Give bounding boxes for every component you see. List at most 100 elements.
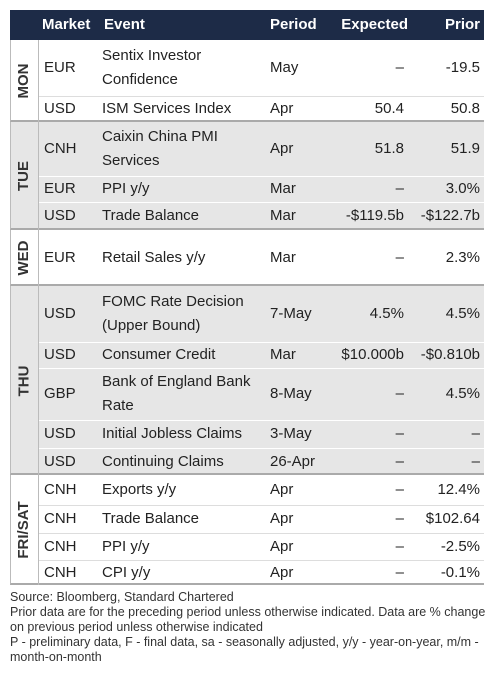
- table-cell: -$0.810b: [420, 346, 480, 363]
- table-cell: CNH: [44, 510, 77, 527]
- table-cell: Continuing Claims: [102, 452, 224, 470]
- day-divider: [38, 230, 39, 286]
- table-cell: CNH: [44, 481, 77, 498]
- table-cell: 4.5%: [369, 305, 404, 322]
- table-cell: 2.3%: [445, 249, 480, 266]
- row-divider: [39, 533, 484, 534]
- table-cell: –: [395, 180, 404, 197]
- column-header: Prior: [444, 16, 480, 33]
- table-cell: 4.5%: [445, 385, 480, 402]
- footnotes: Source: Bloomberg, Standard Chartered Pri…: [10, 590, 494, 665]
- table-cell: PPI y/y: [102, 180, 150, 197]
- row-divider: [39, 560, 484, 561]
- table-cell: Apr: [270, 510, 294, 527]
- table-cell: -0.1%: [440, 563, 480, 581]
- table-cell: EUR: [44, 180, 76, 197]
- day-group: [10, 475, 484, 585]
- table-cell: $102.64: [425, 510, 480, 527]
- table-cell: GBP: [44, 385, 76, 402]
- table-cell: 51.8: [374, 140, 404, 157]
- header-bar: [10, 10, 484, 40]
- day-divider: [38, 475, 39, 585]
- table-cell: $10.000b: [341, 346, 404, 363]
- table-cell: Exports y/y: [102, 481, 177, 498]
- table-cell: –: [395, 452, 404, 470]
- day-label: WED: [15, 240, 32, 276]
- row-divider: [39, 342, 484, 343]
- table-cell: Sentix Investor Confidence: [102, 47, 202, 88]
- table-cell: Caixin China PMI Services: [102, 128, 218, 169]
- column-header: Period: [270, 16, 317, 33]
- table-cell: USD: [44, 207, 76, 224]
- table-cell: ISM Services Index: [102, 100, 232, 117]
- table-cell: Apr: [270, 537, 294, 555]
- footnote: P - preliminary data, F - final data, sa…: [10, 635, 479, 664]
- row-divider: [39, 368, 484, 369]
- row-divider: [39, 420, 484, 421]
- day-divider: [38, 286, 39, 475]
- day-divider: [38, 40, 39, 122]
- table-cell: –: [395, 385, 404, 402]
- table-cell: USD: [44, 305, 76, 322]
- column-header: Event: [104, 16, 145, 33]
- table-cell: Trade Balance: [102, 207, 200, 224]
- table-cell: 26-Apr: [270, 452, 316, 470]
- table-cell: -19.5: [445, 59, 480, 76]
- table-cell: Trade Balance: [102, 510, 200, 527]
- table-cell: CNH: [44, 537, 77, 555]
- table-cell: Mar: [270, 207, 296, 224]
- table-cell: 50.8: [450, 100, 480, 117]
- table-cell: 8-May: [270, 385, 312, 402]
- table-cell: Apr: [270, 140, 294, 157]
- table-cell: –: [395, 425, 404, 442]
- table-cell: Apr: [270, 563, 294, 581]
- table-cell: USD: [44, 452, 76, 470]
- table-cell: May: [270, 59, 299, 76]
- row-divider: [39, 448, 484, 449]
- day-label: MON: [15, 63, 32, 99]
- table-cell: Bank of England Bank Rate: [102, 373, 251, 414]
- table-cell: CNH: [44, 140, 77, 157]
- table-cell: 12.4%: [437, 481, 480, 498]
- table-cell: 50.4: [374, 100, 404, 117]
- table-cell: –: [395, 537, 404, 555]
- table-cell: 4.5%: [445, 305, 480, 322]
- row-divider: [39, 96, 484, 97]
- table-cell: Apr: [270, 481, 294, 498]
- table-cell: Retail Sales y/y: [102, 249, 206, 266]
- footnote: Prior data are for the preceding period …: [10, 605, 486, 634]
- table-cell: CNH: [44, 563, 77, 581]
- day-divider: [38, 122, 39, 230]
- table-cell: Apr: [270, 100, 294, 117]
- table-cell: -$122.7b: [420, 207, 480, 224]
- row-divider: [39, 176, 484, 177]
- table-cell: –: [395, 510, 404, 527]
- day-group: [10, 230, 484, 286]
- table-cell: 51.9: [450, 140, 480, 157]
- table-cell: USD: [44, 425, 76, 442]
- table-cell: –: [471, 452, 480, 470]
- column-header: Market: [42, 16, 91, 33]
- table-cell: PPI y/y: [102, 537, 150, 555]
- column-header: Expected: [341, 16, 408, 33]
- table-cell: Mar: [270, 249, 296, 266]
- table-cell: EUR: [44, 59, 76, 76]
- footnote: Source: Bloomberg, Standard Chartered: [10, 590, 234, 604]
- row-divider: [39, 202, 484, 203]
- table-cell: -$119.5b: [345, 207, 404, 224]
- table-cell: FOMC Rate Decision (Upper Bound): [102, 293, 244, 334]
- day-group: [10, 40, 484, 122]
- table-cell: –: [395, 481, 404, 498]
- table-cell: USD: [44, 346, 76, 363]
- table-cell: Mar: [270, 180, 296, 197]
- table-cell: –: [471, 425, 480, 442]
- table-cell: –: [395, 563, 404, 581]
- table-cell: 3-May: [270, 425, 312, 442]
- table-cell: 7-May: [270, 305, 312, 322]
- day-label: FRI/SAT: [15, 501, 32, 559]
- day-label: TUE: [15, 161, 32, 191]
- table-cell: Initial Jobless Claims: [102, 425, 243, 442]
- table-cell: CPI y/y: [102, 563, 151, 581]
- table-cell: Consumer Credit: [102, 346, 216, 363]
